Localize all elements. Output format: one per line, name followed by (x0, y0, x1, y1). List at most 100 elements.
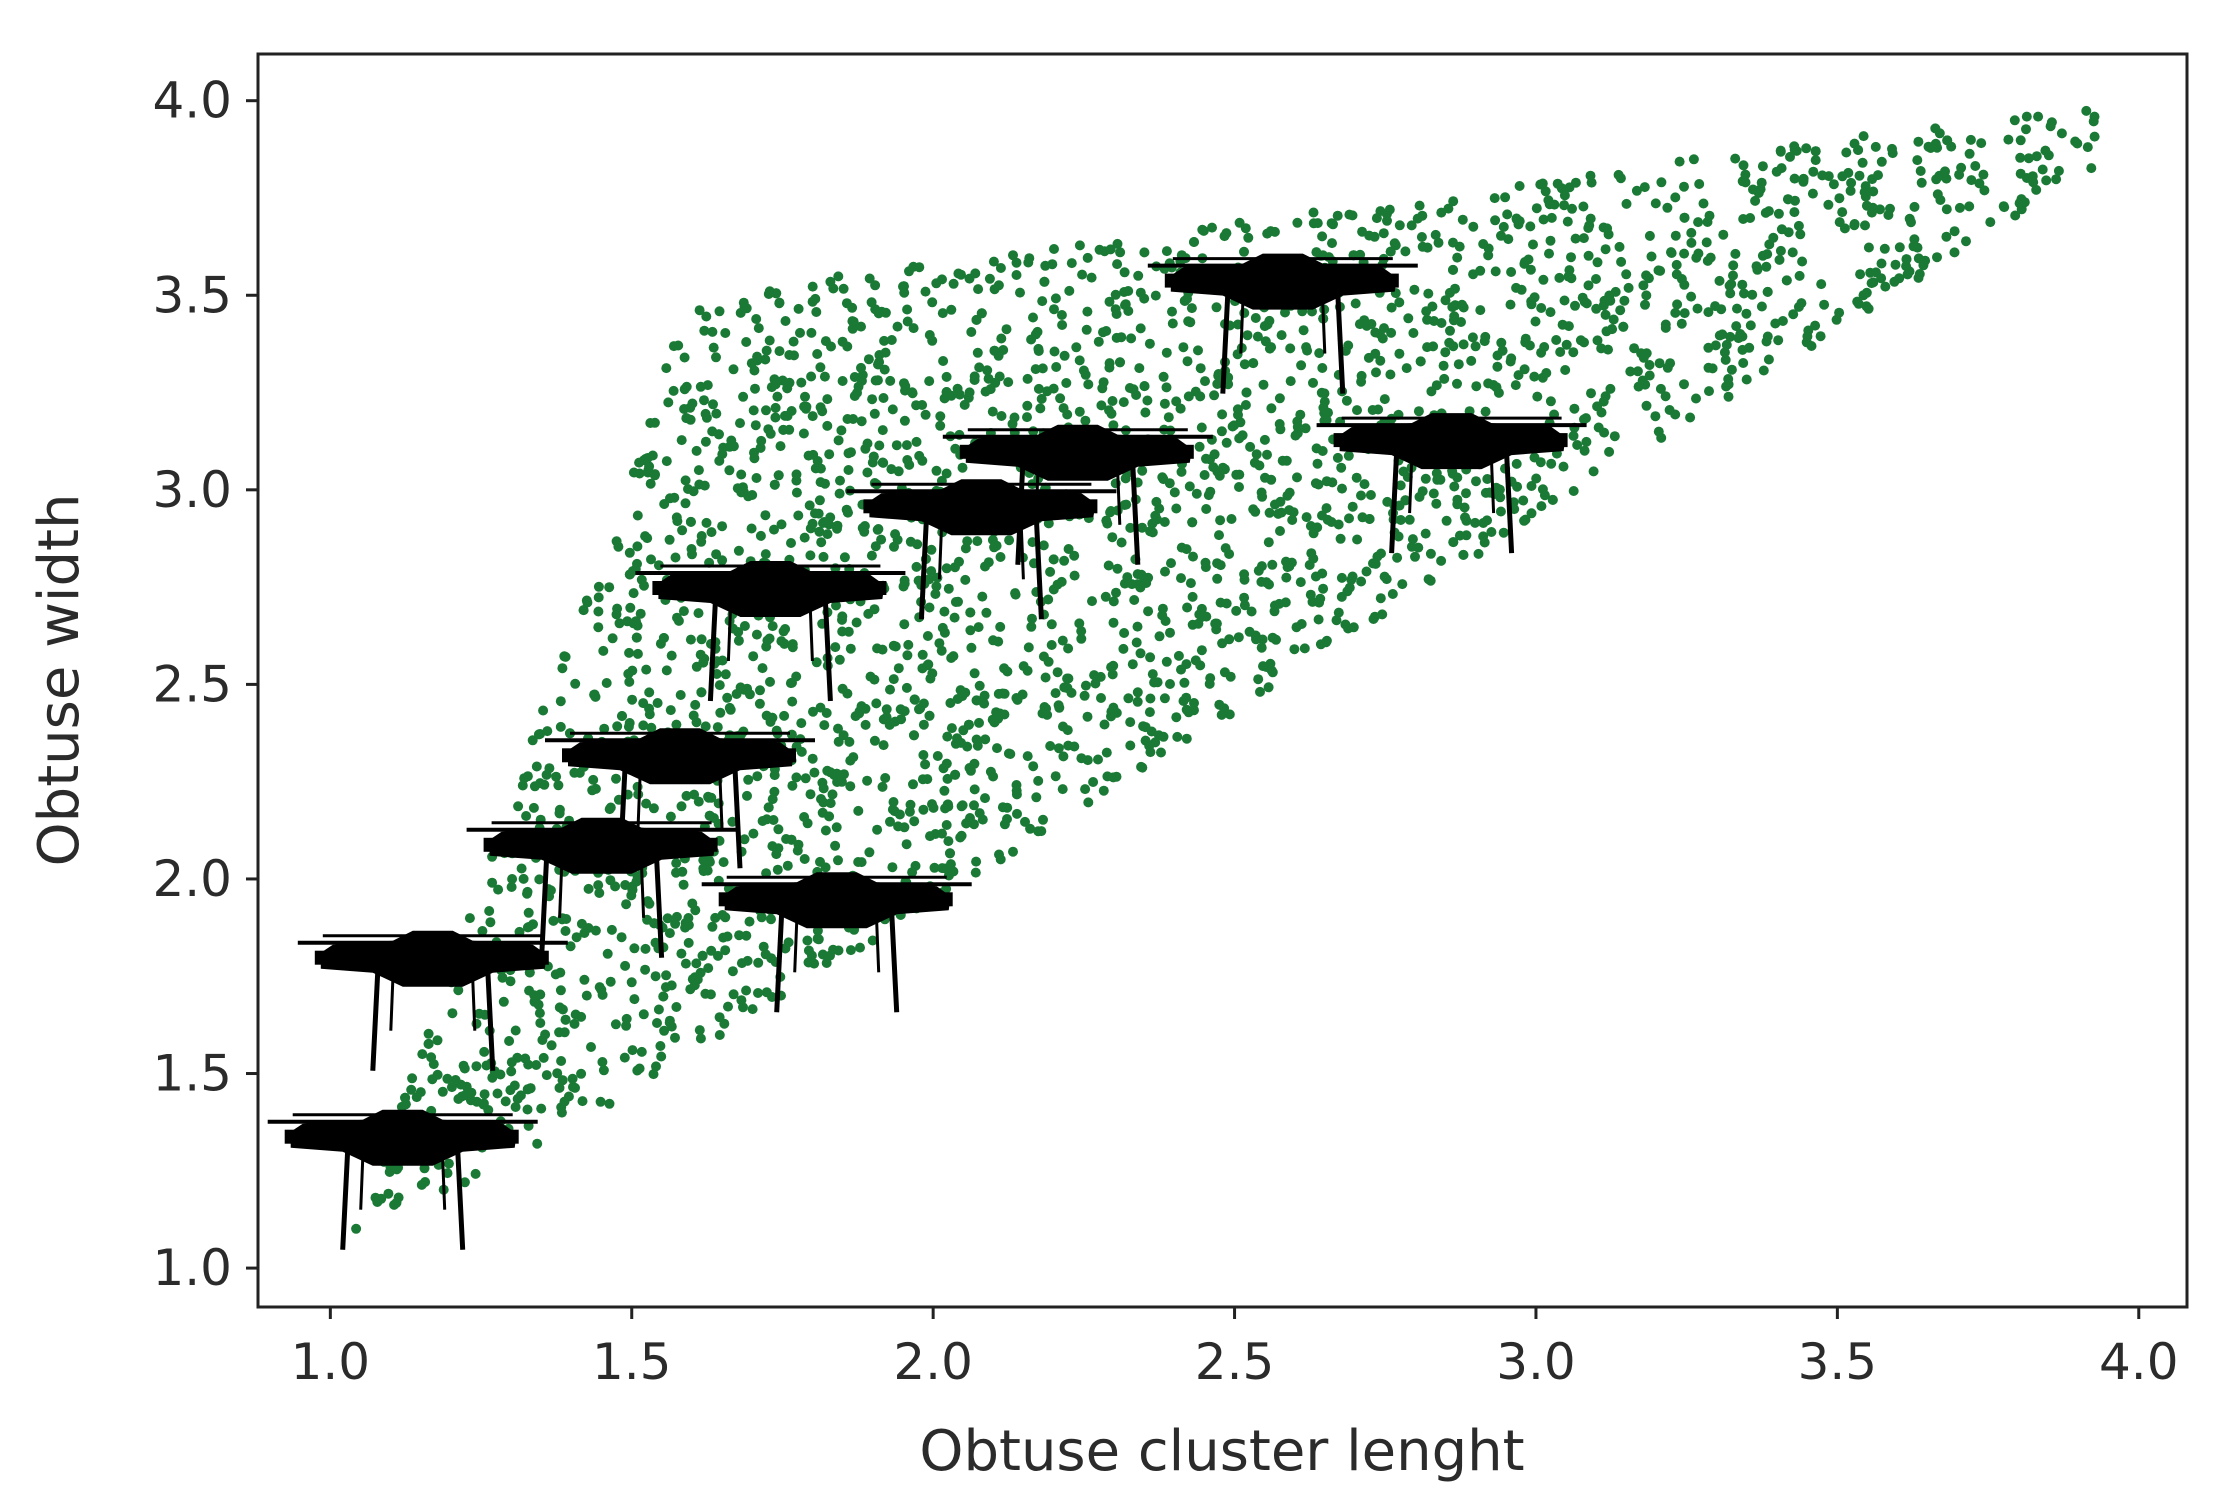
scatter-point (691, 717, 702, 728)
scatter-point (538, 705, 549, 716)
scatter-point (1490, 215, 1501, 226)
scatter-point (442, 1168, 453, 1179)
scatter-point (767, 841, 778, 852)
scatter-point (1169, 487, 1180, 498)
scatter-point (1461, 488, 1471, 499)
scatter-point (1049, 346, 1060, 357)
scatter-point (818, 551, 829, 562)
scatter-point (597, 1057, 608, 1067)
scatter-point (640, 964, 651, 975)
scatter-point (1604, 446, 1615, 457)
scatter-point (1133, 270, 1144, 281)
scatter-point (1295, 577, 1306, 588)
scatter-point (1234, 433, 1245, 444)
scatter-point (1519, 364, 1530, 375)
scatter-point (848, 414, 859, 424)
scatter-point (1625, 366, 1636, 377)
scatter-point (1435, 474, 1446, 485)
scatter-point (822, 529, 833, 540)
scatter-point (851, 617, 862, 628)
scatter-point (1516, 284, 1527, 295)
scatter-point (760, 510, 771, 521)
scatter-point (533, 729, 544, 740)
scatter-point (870, 541, 881, 552)
scatter-point (1112, 259, 1123, 270)
scatter-point (2082, 142, 2093, 153)
scatter-point (1263, 682, 1274, 693)
scatter-point (1932, 142, 1943, 153)
scatter-point (908, 323, 919, 334)
scatter-point (1868, 277, 1879, 288)
scatter-point (521, 811, 532, 821)
scatter-point (664, 1017, 675, 1028)
scatter-point (1099, 719, 1110, 730)
scatter-point (687, 398, 698, 409)
scatter-point (796, 718, 807, 729)
scatter-point (2053, 165, 2064, 176)
scatter-point (953, 596, 963, 607)
scatter-point (685, 984, 696, 995)
scatter-point (1080, 680, 1091, 691)
scatter-point (1112, 563, 1123, 574)
scatter-point (550, 969, 561, 980)
scatter-point (927, 335, 938, 346)
scatter-point (1452, 472, 1463, 483)
scatter-point (1252, 331, 1263, 342)
scatter-point (1528, 239, 1538, 250)
scatter-point (1912, 155, 1923, 166)
scatter-point (1954, 169, 1965, 180)
scatter-point (1011, 257, 1022, 268)
scatter-point (890, 641, 901, 652)
scatter-point (845, 755, 856, 766)
scatter-point (531, 1060, 542, 1070)
scatter-point (1583, 250, 1594, 261)
scatter-point (1196, 645, 1207, 656)
scatter-point (860, 719, 871, 730)
scatter-point (824, 811, 835, 822)
scatter-point (1063, 643, 1074, 654)
scatter-point (868, 451, 879, 462)
scatter-point (1269, 226, 1280, 237)
scatter-point (653, 1004, 664, 1015)
scatter-point (903, 639, 914, 650)
scatter-point (1480, 331, 1491, 342)
scatter-point (1082, 755, 1093, 766)
scatter-point (1242, 330, 1253, 341)
scatter-point (500, 1096, 511, 1107)
scatter-point (703, 791, 714, 802)
scatter-point (856, 701, 867, 712)
scatter-point (1810, 146, 1821, 157)
scatter-point (898, 281, 909, 292)
scatter-point (1299, 643, 1310, 654)
scatter-point (987, 714, 998, 725)
scatter-point (833, 945, 844, 956)
scatter-point (969, 375, 980, 385)
scatter-point (1356, 370, 1367, 381)
scatter-point (886, 464, 897, 475)
scatter-point (942, 731, 953, 742)
scatter-point (698, 657, 709, 668)
scatter-point (644, 703, 655, 714)
y-tick-label: 4.0 (152, 72, 232, 130)
scatter-point (1554, 272, 1565, 283)
scatter-point (1048, 383, 1059, 394)
scatter-point (1317, 231, 1328, 242)
scatter-point (869, 735, 880, 746)
scatter-point (623, 721, 634, 732)
scatter-point (1012, 808, 1022, 819)
scatter-point (1132, 579, 1143, 590)
scatter-point (1876, 156, 1887, 167)
scatter-point (892, 321, 903, 332)
scatter-point (555, 721, 566, 732)
scatter-point (720, 945, 731, 956)
scatter-point (351, 1223, 362, 1234)
scatter-point (894, 809, 905, 820)
scatter-point (979, 690, 990, 701)
scatter-point (1189, 705, 1199, 716)
scatter-point (750, 420, 761, 431)
scatter-point (1356, 576, 1367, 587)
scatter-point (877, 425, 888, 436)
scatter-point (1125, 717, 1136, 728)
scatter-point (1023, 642, 1034, 653)
scatter-point (1352, 405, 1362, 416)
